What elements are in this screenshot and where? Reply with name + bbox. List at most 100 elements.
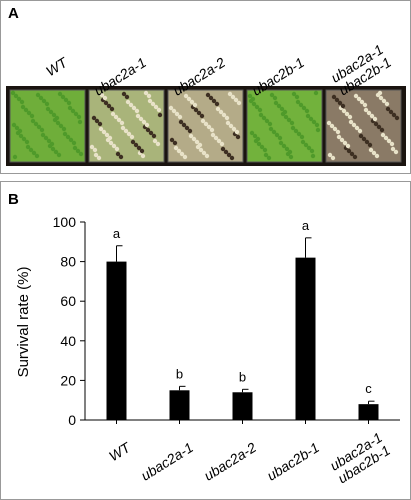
seedling: [103, 100, 109, 106]
seedling: [234, 129, 240, 135]
seedling: [17, 128, 23, 134]
y-tick-label: 100: [53, 214, 77, 230]
seedling: [30, 118, 36, 124]
seedling: [310, 153, 316, 159]
seedling: [263, 152, 269, 158]
seedling: [21, 136, 27, 142]
seedling: [358, 133, 364, 139]
seedling: [97, 121, 103, 127]
seedling: [271, 129, 277, 135]
seedling: [39, 127, 45, 133]
seedling: [45, 106, 51, 112]
seedling: [228, 123, 234, 129]
seedling: [261, 115, 267, 121]
seedling: [176, 148, 182, 154]
seedling: [233, 97, 239, 103]
seedling: [44, 101, 50, 107]
seedling: [18, 133, 24, 139]
seedling: [359, 99, 365, 105]
seedling: [295, 99, 301, 105]
seedling: [125, 99, 131, 105]
seedling: [11, 122, 17, 128]
seedling: [254, 104, 260, 110]
seedling: [205, 92, 211, 98]
seedling: [353, 93, 359, 99]
seedling: [189, 99, 195, 105]
seedling: [294, 94, 300, 100]
seedling: [61, 126, 67, 132]
seedling: [123, 128, 129, 134]
seedling: [281, 143, 287, 149]
seedling: [183, 93, 189, 99]
seedling: [13, 93, 19, 99]
seedling: [272, 95, 278, 101]
seedling: [147, 98, 153, 104]
seedling: [329, 123, 335, 129]
bar: [232, 392, 253, 420]
seedling: [213, 135, 219, 141]
seedling: [197, 142, 203, 148]
seedling: [216, 138, 222, 144]
seedling: [247, 93, 253, 99]
seedling: [327, 152, 333, 158]
bar: [358, 404, 379, 420]
seedling: [287, 149, 293, 155]
seedling: [148, 130, 154, 136]
seedling: [35, 92, 41, 98]
seedling: [67, 105, 73, 111]
seedling: [314, 122, 320, 128]
seedling: [362, 102, 368, 108]
seedling: [187, 128, 193, 134]
seedling: [173, 145, 179, 151]
seedling: [394, 115, 400, 121]
seedling: [33, 121, 39, 127]
seedling: [255, 136, 261, 142]
seedling: [304, 108, 310, 114]
seedling: [203, 121, 209, 127]
y-tick-label: 40: [60, 333, 76, 349]
seedling: [284, 146, 290, 152]
seedling: [309, 148, 315, 154]
seedling: [46, 138, 52, 144]
seedling: [49, 141, 55, 147]
seedling: [257, 107, 263, 113]
seedling: [214, 101, 220, 107]
seedling: [326, 120, 332, 126]
seedling: [43, 135, 49, 141]
seedling: [157, 112, 163, 118]
seedling: [249, 130, 255, 136]
seedling: [118, 154, 124, 160]
seedling: [262, 147, 268, 153]
seedling: [199, 113, 205, 119]
seedling: [138, 116, 144, 122]
seedling: [368, 147, 374, 153]
seedling: [55, 120, 61, 126]
seedling: [19, 99, 25, 105]
seedling: [78, 151, 84, 157]
seedling: [115, 151, 121, 157]
seedling: [50, 146, 56, 152]
seedling: [135, 113, 141, 119]
seedling: [210, 132, 216, 138]
seedling: [344, 111, 350, 117]
seedling: [111, 143, 117, 149]
seedling: [330, 155, 336, 161]
seedling: [36, 124, 42, 130]
seedling: [194, 139, 200, 145]
seedling: [143, 90, 149, 96]
seedling: [331, 94, 337, 100]
seedling: [110, 111, 116, 117]
seedling: [31, 150, 37, 156]
seedling: [62, 131, 68, 137]
seedling: [141, 119, 147, 125]
seedling: [381, 98, 387, 104]
seedling: [75, 148, 81, 154]
seedling: [119, 120, 125, 126]
seedling: [211, 98, 217, 104]
significance-letter: c: [365, 381, 372, 396]
seedling: [388, 109, 394, 115]
seedling: [133, 142, 139, 148]
seedling: [345, 143, 351, 149]
seedling: [227, 91, 233, 97]
seedling: [56, 152, 62, 158]
